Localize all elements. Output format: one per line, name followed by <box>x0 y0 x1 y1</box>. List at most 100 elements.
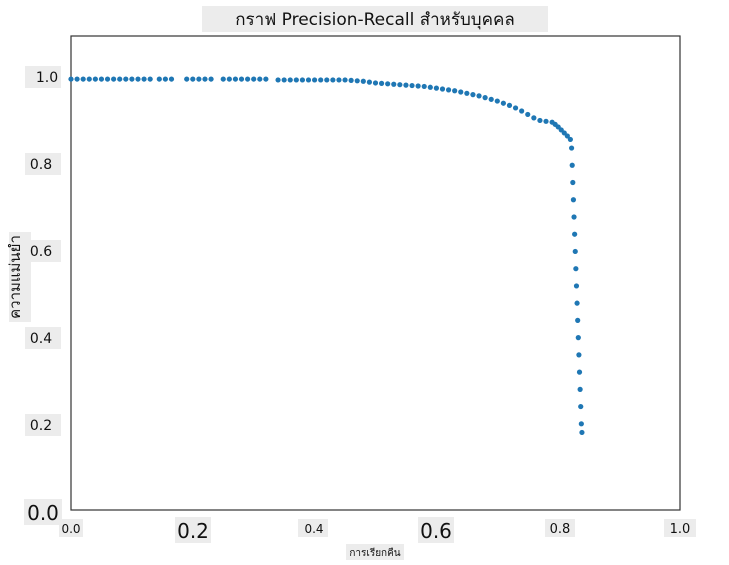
data-point <box>312 77 318 83</box>
data-point <box>220 76 226 82</box>
data-point <box>251 76 257 82</box>
data-point <box>415 83 421 89</box>
data-point <box>543 118 549 124</box>
data-point <box>569 162 575 168</box>
data-point <box>445 87 452 93</box>
data-points-group <box>68 76 585 436</box>
y-tick-label-0-8: 0.8 <box>30 157 52 173</box>
data-point <box>184 76 190 82</box>
data-point <box>324 77 330 83</box>
data-point <box>576 352 582 358</box>
data-point <box>378 80 385 86</box>
data-point <box>506 102 513 108</box>
data-point <box>141 76 147 82</box>
data-point <box>111 76 117 82</box>
chart-title-background <box>202 6 548 32</box>
data-point <box>123 76 129 82</box>
data-point <box>336 77 342 83</box>
data-point <box>576 369 583 375</box>
plot-area <box>70 35 681 511</box>
data-point <box>575 335 581 341</box>
data-point <box>80 76 86 82</box>
data-point <box>488 96 494 102</box>
data-point <box>574 300 580 306</box>
data-point <box>464 90 470 96</box>
data-point <box>156 76 162 82</box>
x-tick-label-1-0: 1.0 <box>670 522 691 537</box>
data-point <box>537 117 543 124</box>
y-tick-label-0-6: 0.6 <box>30 244 52 260</box>
data-point <box>572 248 578 255</box>
data-point <box>512 105 519 111</box>
x-tick-label-0-2: 0.2 <box>177 519 209 543</box>
x-tick-label-0-0: 0.0 <box>61 522 80 536</box>
data-point <box>232 76 239 82</box>
data-point <box>318 77 324 83</box>
data-point <box>257 76 263 82</box>
y-tick-label-0-2: 0.2 <box>30 418 52 434</box>
data-point <box>525 111 531 118</box>
data-point <box>162 76 168 82</box>
data-point <box>238 76 245 82</box>
data-point <box>452 88 458 94</box>
data-point <box>500 100 506 106</box>
data-point <box>433 85 439 91</box>
chart-title: กราฟ Precision-Recall สำหรับบุคคล <box>235 10 515 30</box>
data-point <box>135 76 141 82</box>
data-point <box>564 133 570 139</box>
x-tick-label-0-8: 0.8 <box>550 522 571 537</box>
data-point <box>397 82 403 88</box>
data-point <box>577 386 583 392</box>
data-point <box>293 77 299 83</box>
data-point <box>476 93 482 99</box>
data-point <box>98 76 105 82</box>
data-point <box>531 115 537 121</box>
y-tick-label-0-4: 0.4 <box>30 331 52 347</box>
data-point <box>104 76 111 82</box>
y-tick-label-0-0: 0.0 <box>27 501 59 525</box>
data-point <box>208 76 214 82</box>
data-point <box>330 77 336 83</box>
data-point <box>281 77 287 83</box>
y-tick-labels: 1.0 0.8 0.6 0.4 0.2 0.0 <box>24 66 62 525</box>
data-point <box>190 76 196 82</box>
data-point <box>196 76 202 82</box>
data-point <box>263 76 269 82</box>
data-point <box>372 80 379 86</box>
y-tick-label-1-0: 1.0 <box>36 70 58 86</box>
data-point <box>299 77 306 83</box>
data-point <box>86 76 92 82</box>
data-point <box>360 78 366 84</box>
data-point <box>342 77 348 83</box>
data-point <box>74 76 80 82</box>
data-point <box>573 266 579 272</box>
data-point <box>494 98 500 104</box>
data-point <box>348 77 354 83</box>
data-point <box>403 82 409 88</box>
data-point <box>579 429 585 436</box>
data-point <box>385 81 391 87</box>
data-point <box>226 76 232 82</box>
data-point <box>427 84 433 90</box>
x-tick-labels: 0.0 0.2 0.4 0.6 0.8 1.0 <box>59 517 696 543</box>
data-point <box>68 76 74 82</box>
data-point <box>575 317 581 323</box>
data-point <box>147 76 153 82</box>
data-point <box>391 81 397 87</box>
x-tick-label-0-6: 0.6 <box>420 519 452 543</box>
data-point <box>570 179 576 186</box>
x-tick-label-0-4: 0.4 <box>304 522 323 536</box>
data-point <box>275 77 281 83</box>
data-point <box>567 136 573 143</box>
data-point <box>366 79 373 85</box>
data-point <box>570 197 577 203</box>
data-point <box>287 77 293 83</box>
data-point <box>439 86 446 92</box>
data-point <box>571 214 577 220</box>
data-point <box>305 77 312 83</box>
data-point <box>482 95 488 101</box>
data-point <box>354 78 360 84</box>
data-point <box>470 92 476 98</box>
data-point <box>245 76 251 82</box>
